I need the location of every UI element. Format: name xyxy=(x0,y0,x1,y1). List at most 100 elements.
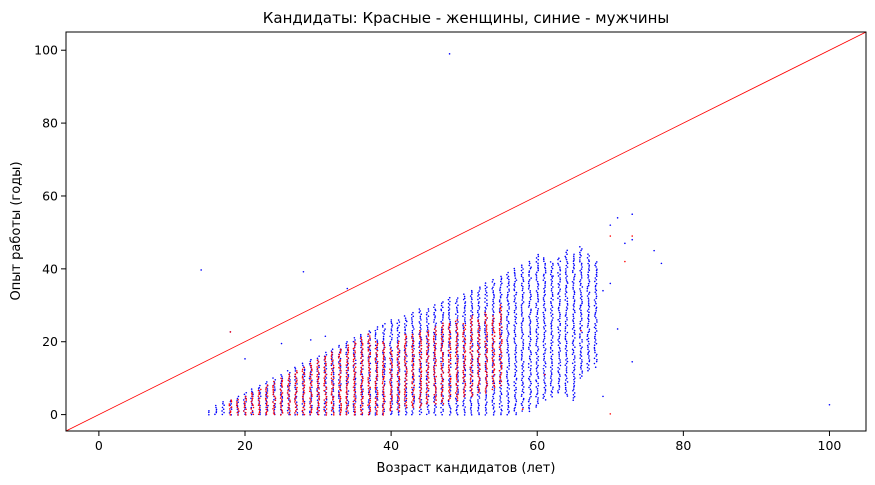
data-point xyxy=(360,344,363,346)
data-point xyxy=(506,296,508,299)
data-point xyxy=(507,344,509,347)
data-point xyxy=(580,262,583,265)
data-point xyxy=(286,369,289,372)
data-point xyxy=(522,366,524,368)
data-point xyxy=(374,337,377,340)
data-point xyxy=(493,350,496,352)
data-point xyxy=(389,406,392,409)
data-point xyxy=(456,333,459,336)
outlier-point xyxy=(653,249,655,252)
data-point xyxy=(537,253,539,256)
data-point xyxy=(470,412,472,414)
data-point xyxy=(579,253,581,256)
data-point xyxy=(594,341,596,343)
data-point xyxy=(434,388,437,390)
data-point xyxy=(339,367,342,370)
data-point xyxy=(559,277,561,279)
data-point xyxy=(586,333,589,336)
data-point xyxy=(521,351,524,354)
data-point xyxy=(514,393,516,396)
data-point xyxy=(485,313,487,316)
data-point xyxy=(520,353,523,356)
data-point xyxy=(565,264,568,267)
data-point xyxy=(514,404,517,407)
data-point xyxy=(375,346,378,349)
data-point xyxy=(595,295,598,298)
data-point xyxy=(542,367,545,370)
data-point xyxy=(449,389,452,392)
data-point xyxy=(456,397,459,399)
data-point xyxy=(411,391,413,394)
data-point xyxy=(367,339,370,341)
data-point xyxy=(338,353,341,356)
data-point xyxy=(484,392,487,394)
data-point xyxy=(543,313,545,316)
outlier-point xyxy=(609,224,612,226)
data-point xyxy=(360,357,362,359)
data-point xyxy=(492,379,495,381)
data-point xyxy=(427,377,430,379)
data-point xyxy=(566,319,568,321)
data-point xyxy=(330,368,333,370)
data-point xyxy=(581,302,583,305)
data-point xyxy=(303,402,306,405)
data-point xyxy=(426,318,428,321)
data-point xyxy=(508,333,510,335)
data-point xyxy=(405,410,407,413)
data-point xyxy=(588,328,591,331)
data-point xyxy=(515,308,517,310)
data-point xyxy=(390,362,393,365)
data-point xyxy=(580,275,583,277)
data-point xyxy=(411,410,413,412)
data-point xyxy=(403,344,406,347)
data-point xyxy=(574,333,576,336)
data-point xyxy=(587,348,589,351)
data-point xyxy=(411,344,414,347)
data-point xyxy=(528,262,531,265)
data-point xyxy=(529,350,532,352)
data-point xyxy=(485,373,488,376)
data-point xyxy=(428,410,430,412)
data-point xyxy=(316,399,319,401)
data-point xyxy=(579,279,582,281)
data-point xyxy=(543,364,545,367)
data-point xyxy=(354,344,356,346)
data-point xyxy=(478,379,481,382)
data-point xyxy=(347,369,349,372)
data-point xyxy=(330,401,333,403)
data-point xyxy=(273,380,275,383)
data-point xyxy=(493,348,495,351)
data-point xyxy=(477,331,479,334)
data-point xyxy=(588,311,590,314)
data-point xyxy=(470,404,473,407)
data-point xyxy=(294,386,296,389)
data-point xyxy=(316,390,319,393)
data-point xyxy=(594,349,596,352)
data-point xyxy=(449,377,452,380)
data-point xyxy=(390,392,392,394)
data-point xyxy=(557,339,559,341)
data-point xyxy=(440,302,443,305)
data-point xyxy=(369,406,372,409)
data-point xyxy=(565,346,568,348)
data-point xyxy=(448,328,450,330)
data-point xyxy=(574,346,576,348)
data-point xyxy=(449,341,451,343)
data-point xyxy=(252,404,254,406)
data-point xyxy=(434,308,436,311)
data-point xyxy=(566,262,569,265)
data-point xyxy=(323,408,325,411)
data-point xyxy=(552,335,554,337)
data-point xyxy=(587,324,589,327)
data-point xyxy=(456,322,458,325)
data-point xyxy=(470,410,473,412)
x-tick-label: 0 xyxy=(95,438,103,453)
data-point xyxy=(441,360,444,363)
data-point xyxy=(397,319,400,321)
data-point xyxy=(484,301,486,303)
data-point xyxy=(295,370,298,372)
data-point xyxy=(418,358,421,361)
data-point xyxy=(521,335,524,337)
data-point xyxy=(491,359,494,362)
data-point xyxy=(442,315,444,317)
